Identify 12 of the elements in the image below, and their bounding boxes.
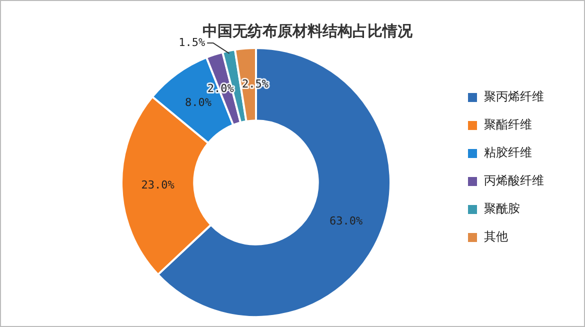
data-label: 2.5% xyxy=(242,77,269,90)
data-label: 23.0% xyxy=(141,178,175,192)
chart-title: 中国无纺布原材料结构占比情况 xyxy=(202,22,414,40)
legend-label: 丙烯酸纤维 xyxy=(484,174,544,188)
data-label: 8.0% xyxy=(185,96,212,109)
legend-label: 聚酯纤维 xyxy=(484,118,532,132)
legend-label: 其他 xyxy=(484,230,508,244)
data-label: 1.5% xyxy=(178,36,206,49)
legend-label: 聚丙烯纤维 xyxy=(484,90,544,104)
data-label: 63.0% xyxy=(330,214,364,228)
legend-label: 聚酰胺 xyxy=(484,202,520,216)
legend-label: 粘胶纤维 xyxy=(484,146,532,160)
